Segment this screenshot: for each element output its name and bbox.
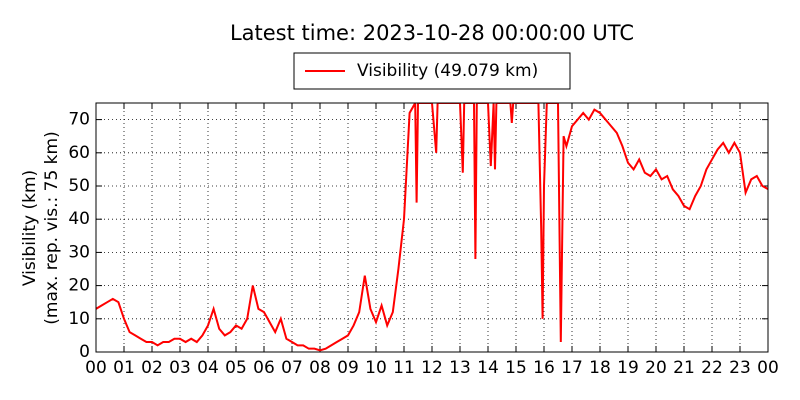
x-tick-label: 13 xyxy=(449,358,471,378)
y-tick-label: 70 xyxy=(68,110,90,130)
x-tick-label: 07 xyxy=(281,358,303,378)
x-tick-label: 21 xyxy=(673,358,695,378)
x-tick-label: 19 xyxy=(617,358,639,378)
y-tick-label: 40 xyxy=(68,209,90,229)
x-tick-label: 14 xyxy=(477,358,499,378)
x-tick-label: 06 xyxy=(253,358,275,378)
x-tick-label: 01 xyxy=(113,358,135,378)
y-axis-label: Visibility (km) xyxy=(20,170,40,286)
chart-title: Latest time: 2023-10-28 00:00:00 UTC xyxy=(230,21,634,45)
x-tick-label: 00 xyxy=(757,358,779,378)
x-tick-label: 03 xyxy=(169,358,191,378)
x-tick-label: 20 xyxy=(645,358,667,378)
y-axis-label: (max. rep. vis.: 75 km) xyxy=(42,131,62,324)
x-tick-label: 04 xyxy=(197,358,219,378)
x-tick-label: 05 xyxy=(225,358,247,378)
x-tick-label: 18 xyxy=(589,358,611,378)
x-tick-label: 23 xyxy=(729,358,751,378)
y-tick-label: 10 xyxy=(68,309,90,329)
data-line xyxy=(96,103,768,352)
y-tick-label: 60 xyxy=(68,143,90,163)
x-tick-label: 00 xyxy=(85,358,107,378)
x-tick-label: 09 xyxy=(337,358,359,378)
x-tick-label: 11 xyxy=(393,358,415,378)
x-tick-label: 12 xyxy=(421,358,443,378)
x-tick-label: 15 xyxy=(505,358,527,378)
x-tick-label: 10 xyxy=(365,358,387,378)
y-tick-label: 20 xyxy=(68,276,90,296)
y-tick-label: 0 xyxy=(79,342,90,362)
x-tick-label: 02 xyxy=(141,358,163,378)
x-tick-label: 08 xyxy=(309,358,331,378)
x-tick-label: 17 xyxy=(561,358,583,378)
x-tick-label: 22 xyxy=(701,358,723,378)
legend-label: Visibility (49.079 km) xyxy=(357,61,538,81)
plot-frame xyxy=(95,102,769,353)
x-tick-label: 16 xyxy=(533,358,555,378)
y-tick-label: 50 xyxy=(68,176,90,196)
y-tick-label: 30 xyxy=(68,242,90,262)
